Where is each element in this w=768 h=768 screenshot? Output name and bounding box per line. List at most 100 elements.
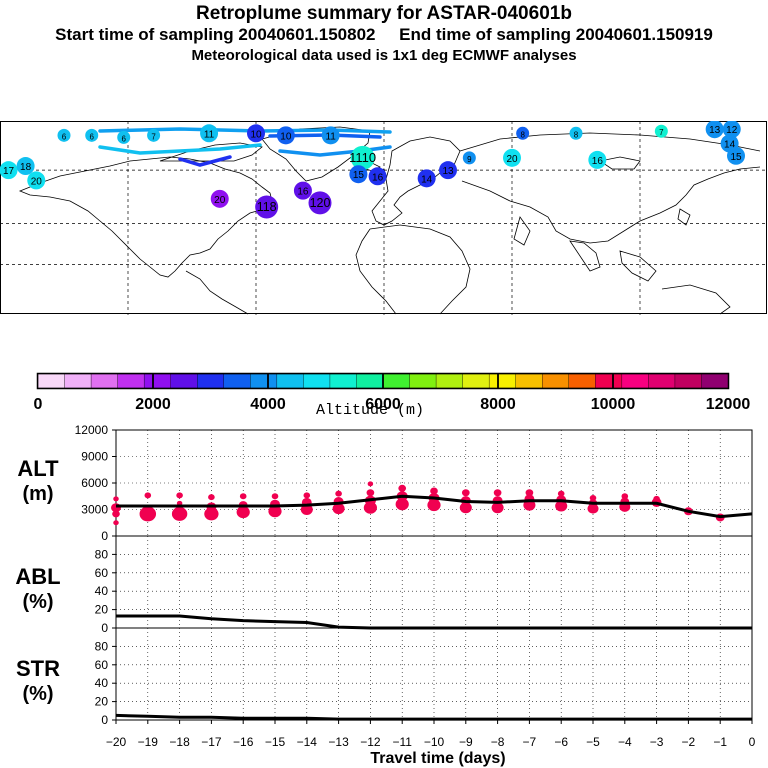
- colorbar-tick-label: 2000: [135, 396, 171, 413]
- plume-marker: 11: [200, 124, 219, 143]
- abl-panel-unit: (%): [22, 591, 53, 613]
- str-series-line: [115, 713, 752, 721]
- x-tick-label: −12: [360, 735, 381, 749]
- altitude-point: [367, 481, 374, 487]
- plume-track: [278, 145, 392, 157]
- plume-marker-label: 7: [659, 128, 664, 137]
- plume-marker: 11: [321, 126, 340, 145]
- plume-marker: 14: [417, 169, 436, 188]
- y-tick-label: 60: [95, 566, 109, 580]
- plume-marker-label: 6: [122, 134, 127, 143]
- y-tick-label: 20: [95, 695, 109, 709]
- y-tick-label: 40: [95, 584, 109, 598]
- colorbar-cell: [701, 373, 729, 389]
- plume-marker: 18: [16, 157, 35, 176]
- plume-marker-dot: [276, 126, 295, 145]
- plume-marker-dot: [200, 124, 219, 143]
- plume-marker: 1110: [349, 145, 376, 170]
- plume-marker-dot: [16, 157, 35, 176]
- plume-marker-label: 16: [297, 187, 309, 198]
- plume-marker-label: 13: [442, 166, 454, 177]
- plume-marker-dot: [705, 121, 724, 139]
- altitude-point: [303, 492, 311, 499]
- met-data-line: Meteorological data used is 1x1 deg ECMW…: [191, 47, 577, 64]
- plume-marker-dot: [0, 161, 18, 180]
- plume-marker: 16: [368, 167, 387, 186]
- alt-panel-unit: (m): [22, 483, 53, 505]
- altitude-point: [113, 496, 119, 502]
- plume-marker-dot: [321, 126, 340, 145]
- x-tick-label: −11: [392, 735, 412, 749]
- plume-marker-label: 11: [325, 131, 336, 142]
- str-panel: STR (%): [16, 656, 60, 705]
- start-time: Start time of sampling 20040601.150802: [55, 25, 376, 44]
- altitude-point: [144, 492, 152, 499]
- plume-marker: 16: [588, 150, 607, 169]
- colorbar-tick-label: 12000: [706, 396, 751, 413]
- abl-frame: [115, 535, 753, 629]
- altitude-point: [459, 502, 472, 514]
- plume-marker-dot: [503, 148, 521, 167]
- plume-marker-label: 15: [730, 152, 742, 163]
- colorbar-cell: [674, 373, 703, 389]
- y-tick-label: 40: [95, 676, 109, 690]
- altitude-point: [236, 506, 250, 519]
- time-series-panels: ALT (m) ABL (%) STR (%) 0300060009000120…: [15, 423, 756, 767]
- plume-marker-label: 15: [353, 170, 365, 181]
- plume-marker: 10: [276, 126, 295, 145]
- plume-marker-label: 13: [709, 125, 721, 136]
- altitude-point: [557, 490, 565, 497]
- colorbar-cell: [595, 373, 623, 389]
- colorbar-cell: [382, 373, 411, 389]
- plume-marker-dot: [210, 189, 229, 208]
- altitude-point: [430, 487, 438, 495]
- plume-marker-dot: [349, 165, 368, 184]
- plume-marker: 7: [147, 128, 161, 142]
- plume-marker-dot: [350, 145, 375, 170]
- altitude-point: [332, 503, 345, 515]
- plume-marker: 9: [462, 151, 476, 165]
- altitude-point: [208, 494, 215, 501]
- plume-marker-dot: [147, 128, 161, 142]
- colorbar-cell: [64, 373, 92, 389]
- plume-marker-dot: [727, 146, 745, 165]
- altitude-point: [113, 520, 119, 526]
- colorbar-cell: [90, 373, 119, 389]
- y-tick-label: 20: [95, 603, 109, 617]
- x-tick-label: −1: [713, 735, 727, 749]
- plume-marker: 20: [27, 171, 46, 190]
- colorbar-cell: [568, 373, 596, 389]
- plume-marker-label: 8: [520, 130, 525, 139]
- abl-plot: 0 20 40 60 80: [95, 535, 753, 635]
- plume-marker-label: 12: [726, 125, 738, 136]
- plume-marker-dot: [293, 181, 312, 200]
- plume-marker: 7: [654, 124, 668, 138]
- str-panel-unit: (%): [22, 683, 53, 705]
- plume-marker-label: 16: [372, 172, 384, 183]
- plume-marker-label: 1110: [349, 150, 376, 165]
- plume-marker-dot: [462, 151, 476, 165]
- end-time: End time of sampling 20040601.150919: [399, 25, 713, 44]
- plume-marker-label: 118: [257, 200, 277, 214]
- plume-marker-dot: [27, 171, 46, 190]
- plume-marker-dot: [588, 150, 607, 169]
- plume-marker-label: 6: [90, 132, 95, 141]
- plume-marker-label: 20: [31, 176, 43, 187]
- y-tick-label: 60: [95, 658, 109, 672]
- page-title: Retroplume summary for ASTAR-040601b: [196, 3, 572, 24]
- plume-marker-label: 20: [506, 154, 518, 165]
- plume-marker-dot: [654, 124, 668, 138]
- plume-marker: 20: [210, 189, 229, 208]
- colorbar-cell: [276, 373, 304, 389]
- plume-marker: 13: [705, 121, 724, 139]
- colorbar-cell: [37, 373, 66, 389]
- plume-marker: 15: [727, 146, 745, 165]
- y-tick-label: 0: [101, 713, 108, 727]
- plume-marker-label: 10: [280, 131, 292, 142]
- x-axis-ticks: −20 −19 −18 −17 −16 −15 −14 −13 −12 −11 −10 −9 −8 −7−…: [106, 720, 756, 749]
- plume-marker: 118: [255, 195, 279, 219]
- y-tick-label: 3000: [81, 503, 108, 517]
- plume-marker: 120: [308, 191, 332, 215]
- x-tick-label: −10: [424, 735, 445, 749]
- x-tick-label: −3: [650, 735, 664, 749]
